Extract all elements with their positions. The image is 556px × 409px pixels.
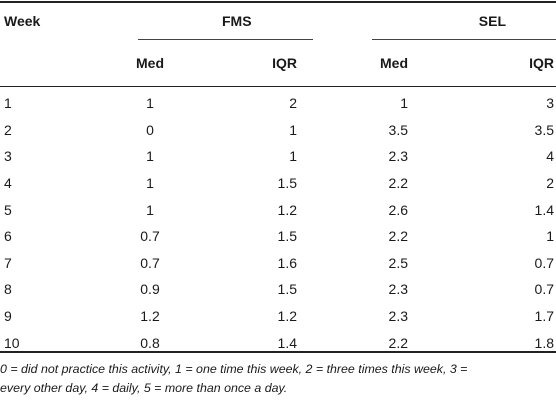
- sel-med-cell: 1: [400, 95, 408, 112]
- table-row: 8 0.9 1.5 2.3 0.7: [0, 276, 556, 303]
- table-row: 2 0 1 3.5 3.5: [0, 117, 556, 144]
- table-row: 10 0.8 1.4 2.2 1.8: [0, 329, 556, 356]
- week-cell: 1: [4, 95, 12, 112]
- week-cell: 6: [4, 228, 12, 245]
- footnote-line-2: every other day, 4 = daily, 5 = more tha…: [0, 381, 288, 395]
- header-row-groups: Week FMS SEL: [0, 2, 556, 40]
- fms-iqr-header: IQR: [272, 55, 297, 71]
- week-cell: 7: [4, 254, 12, 271]
- fms-iqr-cell: 1.2: [277, 201, 297, 218]
- table-body: 1 1 2 1 3 2 0 1 3.5 3.5 3 1 1 2.3 4 4 1 1.5 2.2 2 5 1 1.2 2.6 1.…: [0, 86, 556, 356]
- sel-iqr-cell: 1.8: [534, 334, 554, 351]
- fms-iqr-cell: 1.2: [277, 308, 297, 325]
- table-row: 1 1 2 1 3: [0, 86, 556, 117]
- data-table: Week FMS SEL Med IQR Med IQR 1 1 2 1 3 2 0 1 3.5…: [0, 2, 556, 356]
- fms-group-header: FMS: [222, 13, 252, 29]
- fms-med-cell: 1: [146, 201, 154, 218]
- fms-med-cell: 0.9: [140, 281, 160, 298]
- fms-iqr-cell: 2: [289, 95, 297, 112]
- sel-iqr-cell: 3: [546, 95, 554, 112]
- table-row: 6 0.7 1.5 2.2 1: [0, 223, 556, 250]
- sel-iqr-cell: 2: [546, 175, 554, 192]
- table-row: 5 1 1.2 2.6 1.4: [0, 196, 556, 223]
- sel-group-rule: [372, 39, 556, 40]
- sel-iqr-cell: 0.7: [534, 281, 554, 298]
- week-cell: 5: [4, 201, 12, 218]
- table-row: 4 1 1.5 2.2 2: [0, 170, 556, 197]
- fms-med-cell: 1: [146, 95, 154, 112]
- sel-iqr-cell: 1: [546, 228, 554, 245]
- footnote-line-1: 0 = did not practice this activity, 1 = …: [0, 362, 468, 376]
- sel-med-header: Med: [380, 55, 408, 71]
- sel-med-cell: 2.2: [388, 175, 408, 192]
- week-cell: 3: [4, 148, 12, 165]
- week-cell: 10: [4, 334, 20, 351]
- fms-med-cell: 0.7: [140, 254, 160, 271]
- week-cell: 8: [4, 281, 12, 298]
- table-row: 9 1.2 1.2 2.3 1.7: [0, 303, 556, 330]
- fms-iqr-cell: 1.5: [277, 281, 297, 298]
- sel-iqr-cell: 4: [546, 148, 554, 165]
- sel-med-cell: 2.2: [388, 334, 408, 351]
- sel-med-cell: 2.2: [388, 228, 408, 245]
- sel-iqr-header: IQR: [529, 55, 554, 71]
- fms-group-rule: [138, 39, 313, 40]
- fms-iqr-cell: 1: [289, 121, 297, 138]
- fms-iqr-cell: 1: [289, 148, 297, 165]
- header-rule: [0, 86, 556, 87]
- fms-med-cell: 1: [146, 148, 154, 165]
- sel-med-cell: 2.3: [388, 281, 408, 298]
- header-row-columns: Med IQR Med IQR: [0, 40, 556, 86]
- fms-med-cell: 1.2: [140, 308, 160, 325]
- sel-iqr-cell: 1.4: [534, 201, 554, 218]
- fms-iqr-cell: 1.5: [277, 228, 297, 245]
- sel-med-cell: 2.5: [388, 254, 408, 271]
- sel-med-cell: 2.6: [388, 201, 408, 218]
- top-rule: [0, 1, 556, 3]
- week-cell: 2: [4, 121, 12, 138]
- sel-med-cell: 3.5: [388, 121, 408, 138]
- sel-iqr-cell: 0.7: [534, 254, 554, 271]
- fms-med-cell: 0.7: [140, 228, 160, 245]
- fms-med-cell: 0.8: [140, 334, 160, 351]
- sel-group-header: SEL: [478, 13, 506, 29]
- footnote: 0 = did not practice this activity, 1 = …: [0, 360, 556, 398]
- fms-med-cell: 1: [146, 175, 154, 192]
- table-row: 3 1 1 2.3 4: [0, 143, 556, 170]
- sel-med-cell: 2.3: [388, 308, 408, 325]
- fms-iqr-cell: 1.6: [277, 254, 297, 271]
- table-row: 7 0.7 1.6 2.5 0.7: [0, 250, 556, 277]
- fms-med-cell: 0: [146, 121, 154, 138]
- fms-iqr-cell: 1.4: [277, 334, 297, 351]
- fms-med-header: Med: [136, 55, 164, 71]
- bottom-rule: [0, 351, 556, 353]
- week-cell: 9: [4, 308, 12, 325]
- fms-iqr-cell: 1.5: [277, 175, 297, 192]
- week-cell: 4: [4, 175, 12, 192]
- sel-med-cell: 2.3: [388, 148, 408, 165]
- sel-iqr-cell: 3.5: [534, 121, 554, 138]
- sel-iqr-cell: 1.7: [534, 308, 554, 325]
- week-header: Week: [4, 13, 41, 29]
